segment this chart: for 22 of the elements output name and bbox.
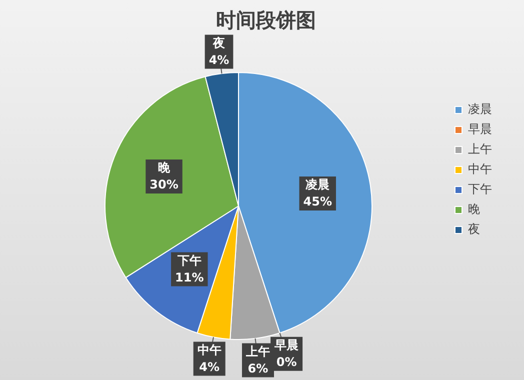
slice-label: 下午 <box>176 253 202 268</box>
slice-label: 夜 <box>212 36 226 50</box>
legend-label: 晚 <box>468 202 480 216</box>
data-label: 4% <box>208 52 230 67</box>
data-label: 6% <box>248 361 268 376</box>
legend-label: 凌晨 <box>468 102 492 116</box>
legend-label: 夜 <box>468 222 480 236</box>
chart-title: 时间段饼图 <box>216 8 316 32</box>
slice-label: 晚 <box>158 160 172 175</box>
legend-label: 下午 <box>468 182 492 196</box>
data-label: 30% <box>150 178 178 192</box>
slice-label: 上午 <box>244 344 270 358</box>
legend-label: 早晨 <box>468 122 492 136</box>
data-label: 11% <box>175 270 204 284</box>
slice-label: 凌晨 <box>306 178 330 192</box>
data-label: 45% <box>303 194 332 209</box>
data-label: 4% <box>199 360 220 374</box>
category-label: 早晨 <box>274 338 299 352</box>
legend-label: 上午 <box>468 142 492 156</box>
slice-label: 中午 <box>197 342 222 357</box>
text: 0% <box>276 355 297 370</box>
legend-label: 中午 <box>468 162 492 176</box>
